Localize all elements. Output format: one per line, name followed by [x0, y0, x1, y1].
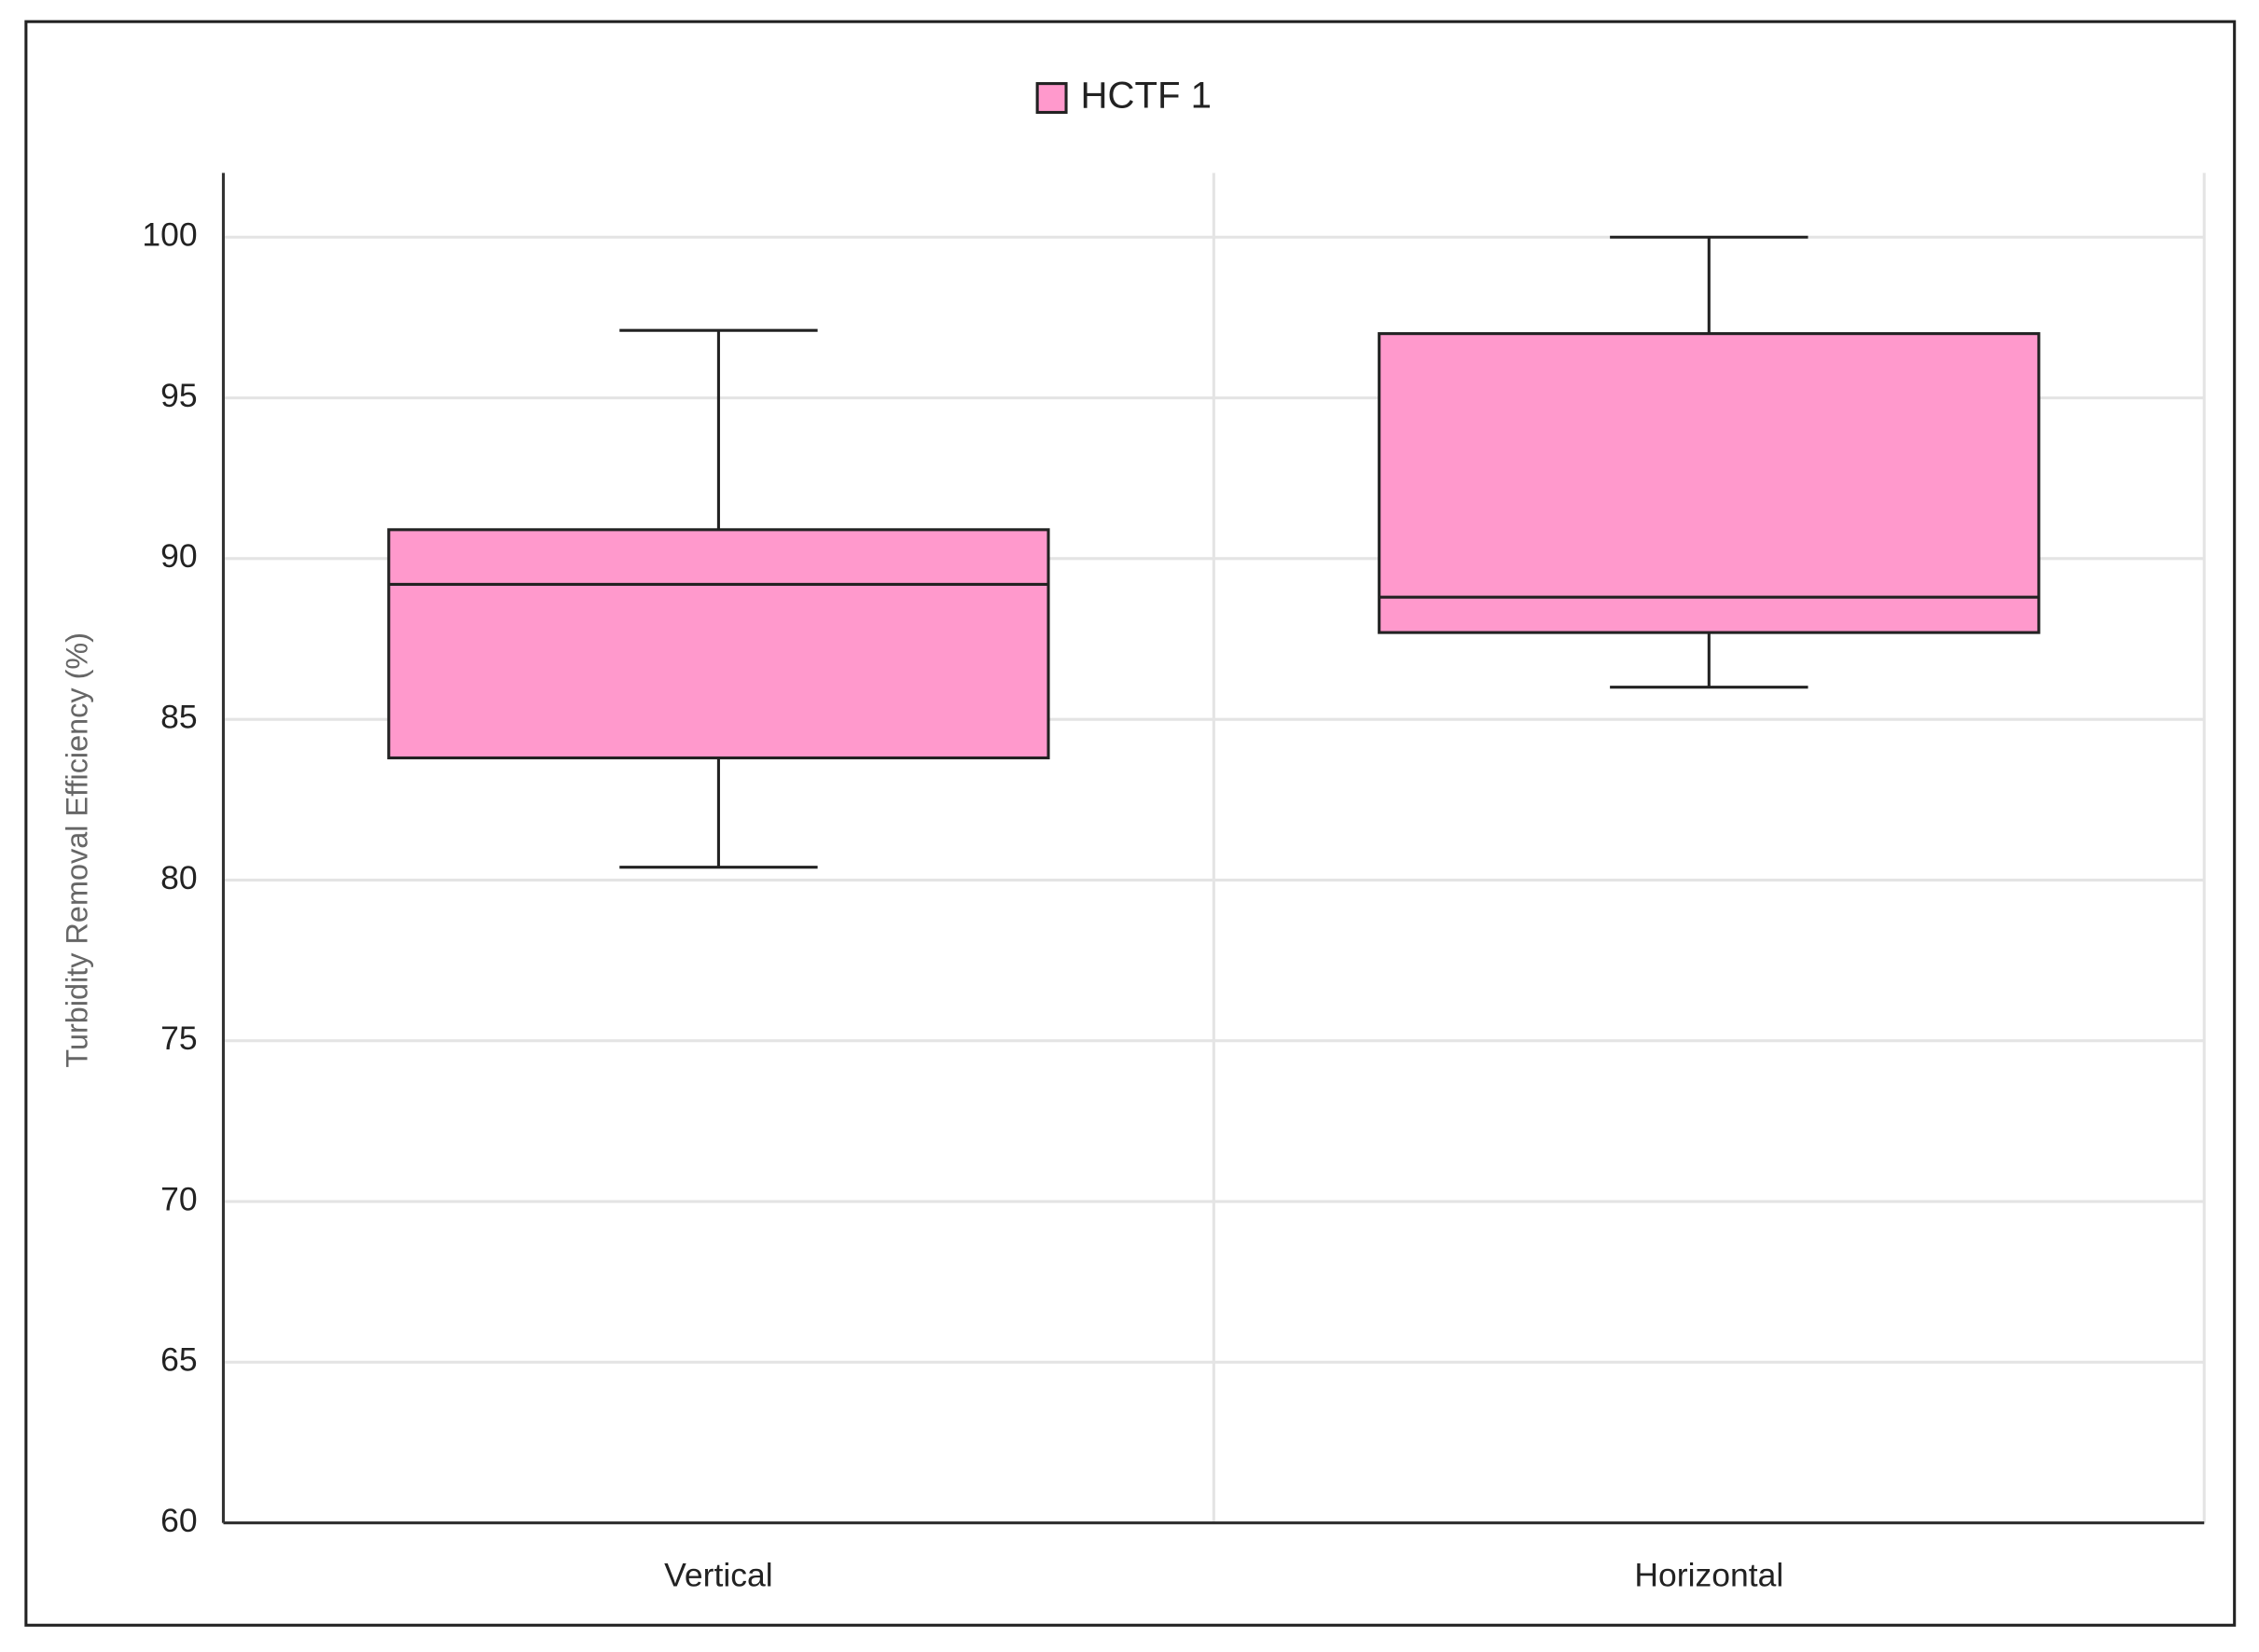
y-tick-label: 85: [160, 699, 198, 736]
y-tick-label: 90: [160, 537, 198, 575]
y-tick-label: 65: [160, 1341, 198, 1379]
y-tick-label: 95: [160, 377, 198, 414]
legend-swatch: [1035, 82, 1068, 115]
y-axis-title: Turbidity Removal Efficiency (%): [61, 632, 94, 1068]
box: [387, 528, 1050, 760]
y-tick-label: 75: [160, 1020, 198, 1057]
y-tick-label: 70: [160, 1180, 198, 1217]
box: [1378, 332, 2041, 634]
legend-label: HCTF 1: [1080, 75, 1212, 117]
x-tick-label: Vertical: [664, 1557, 772, 1594]
chart-border: [24, 20, 2237, 1627]
y-tick-label: 60: [160, 1502, 198, 1539]
y-tick-label: 100: [142, 216, 197, 254]
x-tick-label: Horizontal: [1634, 1557, 1783, 1594]
y-tick-label: 80: [160, 859, 198, 896]
